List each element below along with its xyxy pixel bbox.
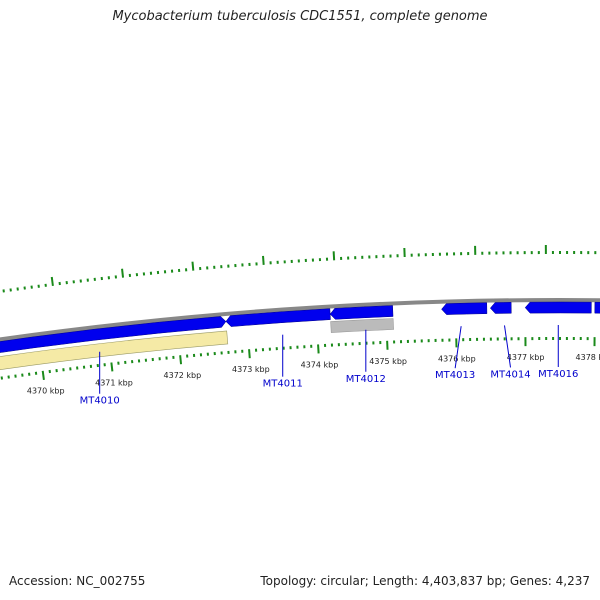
outer-tick-mark	[332, 251, 336, 261]
gene-label[interactable]: MT4012	[346, 374, 386, 385]
inner-tick-mark	[317, 344, 320, 354]
gene-arrow[interactable]	[489, 302, 512, 314]
gene-label[interactable]: MT4013	[435, 370, 475, 381]
gene-labels: MT4010MT4011MT4012MT4013MT4014MT4016MT40…	[80, 325, 578, 407]
backbone	[0, 298, 600, 342]
gene-arrow[interactable]	[441, 302, 488, 315]
gene-leader-line	[454, 326, 462, 369]
map-title: Mycobacterium tuberculosis CDC1551, comp…	[112, 9, 488, 24]
gene-label[interactable]: MT4014	[490, 369, 530, 380]
gene-arrow[interactable]	[0, 316, 227, 356]
outer-tick-mark	[50, 276, 54, 287]
inner-tick-mark	[110, 362, 114, 372]
outer-tick-ring	[2, 245, 597, 293]
tick-label: 4370 kbp	[27, 387, 65, 396]
tick-label: 4371 kbp	[95, 378, 133, 387]
inner-tick-mark	[41, 370, 45, 380]
outer-tick-mark	[191, 261, 195, 271]
tick-label: 4378 kbp	[576, 353, 600, 362]
feature-band	[0, 330, 229, 371]
tick-label: 4373 kbp	[232, 365, 270, 374]
tick-label: 4377 kbp	[507, 353, 545, 362]
gene-arrow[interactable]	[329, 305, 394, 320]
inner-tick-mark	[248, 349, 251, 359]
outer-tick-mark	[121, 268, 125, 278]
inner-tick-ring	[0, 337, 596, 380]
gene-arrow[interactable]	[524, 301, 592, 314]
gene-label[interactable]: MT4010	[80, 396, 120, 407]
tick-label: 4374 kbp	[301, 360, 339, 369]
tick-label: 4375 kbp	[369, 357, 407, 366]
accession-label: Accession: NC_002755	[9, 574, 146, 588]
inner-tick-mark	[179, 355, 183, 365]
gene-leader-line	[504, 325, 511, 368]
gene-band	[330, 318, 394, 333]
gene-arrow[interactable]	[594, 301, 600, 314]
gene-label[interactable]: MT4011	[263, 379, 303, 390]
genome-summary: Topology: circular; Length: 4,403,837 bp…	[260, 574, 590, 588]
outer-tick-mark	[262, 255, 265, 265]
tick-label: 4372 kbp	[164, 371, 202, 380]
gene-track	[0, 301, 600, 356]
gene-label[interactable]: MT4016	[538, 369, 578, 380]
